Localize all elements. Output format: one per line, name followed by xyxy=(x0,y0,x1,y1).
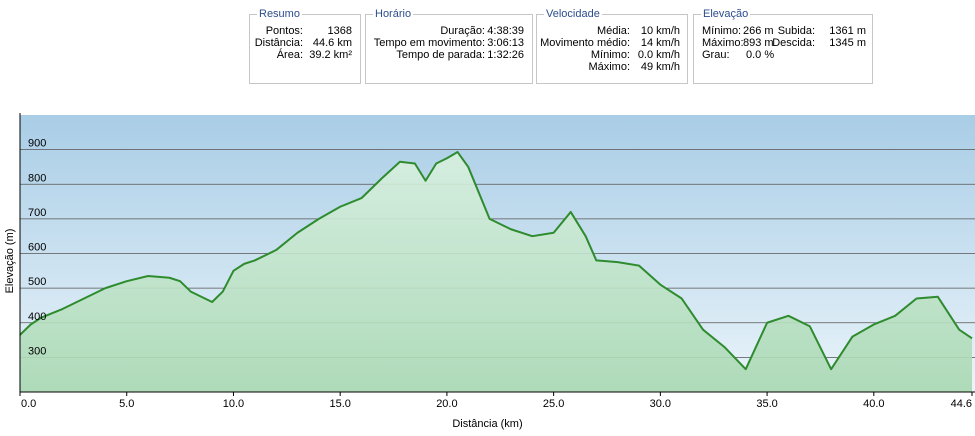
resumo-row-label: Pontos: xyxy=(265,25,303,37)
horario-row-value: 3:06:13 xyxy=(487,37,524,49)
elevation-panel-title: Elevação xyxy=(701,7,751,21)
x-tick-label: 44.6 xyxy=(951,398,972,410)
x-tick-label: 25.0 xyxy=(543,398,564,410)
y-tick-label: 700 xyxy=(28,207,46,219)
velocidade-row-value: 49 km/h xyxy=(640,61,680,73)
summary-panel: Resumo Pontos: 1368 Distância: 44.6 km Área:… xyxy=(249,7,361,84)
velocidade-row-label: Movimento médio: xyxy=(540,37,630,49)
elevation-row-value: 893 m xyxy=(743,37,774,49)
resumo-row-value: 44.6 km xyxy=(312,37,352,49)
resumo-row-label: Distância: xyxy=(254,37,303,49)
elevation-row-label-secondary: Subida: xyxy=(777,25,815,37)
horario-row-label: Tempo de parada: xyxy=(396,49,485,61)
speed-panel: Velocidade Média: 10 km/h Movimento médio:… xyxy=(536,7,688,84)
x-tick-label: 10.0 xyxy=(223,398,244,410)
elevation-row-value: 266 m xyxy=(743,25,774,37)
horario-row-value: 1:32:26 xyxy=(487,49,524,61)
elevation-row-value-secondary: 1345 m xyxy=(829,37,866,49)
x-axis-label: Distância (km) xyxy=(452,418,523,430)
y-tick-label: 300 xyxy=(28,345,46,357)
elevation-panel: Elevação Mínimo: 266 m Subida: 1361 m Máximo… xyxy=(693,7,873,84)
y-tick-label: 400 xyxy=(28,311,46,323)
x-tick-label: 40.0 xyxy=(863,398,884,410)
resumo-row-value: 1368 xyxy=(327,25,352,37)
elevation-row-label-secondary: Descida: xyxy=(772,37,815,49)
velocidade-row-label: Média: xyxy=(596,25,630,37)
summary-panel-title: Resumo xyxy=(257,7,302,21)
y-tick-label: 600 xyxy=(28,242,46,254)
velocidade-row-label: Mínimo: xyxy=(590,49,630,61)
elevation-row-label: Mínimo: xyxy=(702,25,742,37)
time-panel: Horário Duração: 4:38:39 Tempo em moviment… xyxy=(365,7,533,84)
y-axis-label: Elevação (m) xyxy=(4,228,16,294)
x-tick-label: 5.0 xyxy=(119,398,134,410)
horario-row-label: Duração: xyxy=(440,25,485,37)
velocidade-row-value: 0.0 km/h xyxy=(637,49,680,61)
elevation-row-value: 0.0 % xyxy=(746,49,775,61)
elevation-row-label: Grau: xyxy=(702,49,730,61)
y-tick-label: 800 xyxy=(28,172,46,184)
x-tick-label: 35.0 xyxy=(756,398,777,410)
x-tick-label: 30.0 xyxy=(650,398,671,410)
resumo-row-label: Área: xyxy=(276,49,303,61)
x-tick-label: 15.0 xyxy=(329,398,350,410)
velocidade-row-value: 10 km/h xyxy=(640,25,680,37)
horario-row-label: Tempo em movimento: xyxy=(373,37,485,49)
velocidade-row-value: 14 km/h xyxy=(640,37,680,49)
velocidade-row-label: Máximo: xyxy=(588,61,630,73)
time-panel-title: Horário xyxy=(373,7,414,21)
horario-row-value: 4:38:39 xyxy=(487,25,524,37)
speed-panel-title: Velocidade xyxy=(544,7,602,21)
elevation-row-value-secondary: 1361 m xyxy=(829,25,866,37)
y-tick-label: 900 xyxy=(28,138,46,150)
resumo-row-value: 39.2 km² xyxy=(309,49,352,61)
elevation-area-fill xyxy=(20,152,972,392)
elevation-row-label: Máximo: xyxy=(702,37,744,49)
y-tick-label: 500 xyxy=(28,276,46,288)
x-tick-label: 20.0 xyxy=(436,398,457,410)
elevation-series-line xyxy=(19,151,973,371)
x-tick-label: 0.0 xyxy=(21,398,36,410)
